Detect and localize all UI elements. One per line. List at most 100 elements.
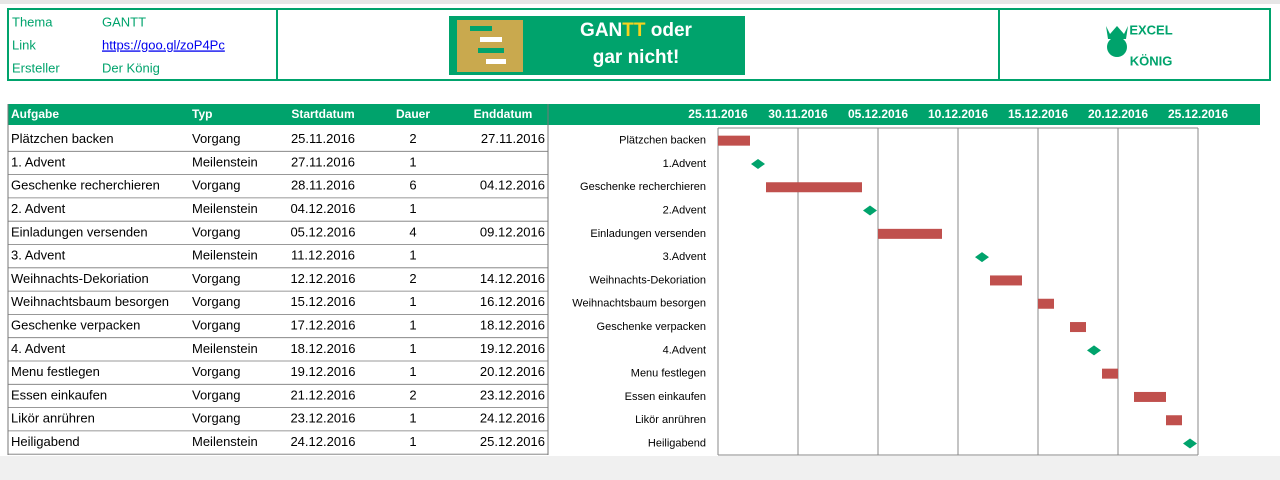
cell: 1 xyxy=(409,294,416,309)
sheet-bottom xyxy=(0,456,1280,480)
cell: 27.11.2016 xyxy=(291,154,355,169)
cell: 09.12.2016 xyxy=(480,224,545,239)
cell: Meilenstein xyxy=(192,201,258,216)
cell: 1 xyxy=(409,248,416,263)
cell: Meilenstein xyxy=(192,341,258,356)
cell: 12.12.2016 xyxy=(290,271,355,286)
cell: 19.12.2016 xyxy=(480,341,545,356)
cell: 2 xyxy=(409,271,416,286)
cell: Vorgang xyxy=(192,178,240,193)
banner-text: TT xyxy=(622,20,646,41)
cell: 27.11.2016 xyxy=(481,131,545,146)
cell: 14.12.2016 xyxy=(480,271,545,286)
cell: 20.12.2016 xyxy=(480,364,545,379)
category-label: Plätzchen backen xyxy=(619,135,706,147)
column-header: Startdatum xyxy=(291,107,354,121)
cell: Vorgang xyxy=(192,271,240,286)
category-label: 3.Advent xyxy=(663,251,706,263)
cell: Vorgang xyxy=(192,224,240,239)
cell: 16.12.2016 xyxy=(480,294,545,309)
header-box xyxy=(7,8,1271,81)
milestone xyxy=(1183,438,1197,449)
cell: 2. Advent xyxy=(11,201,66,216)
task-bar xyxy=(1134,391,1166,402)
cell: 19.12.2016 xyxy=(290,364,355,379)
cell: Meilenstein xyxy=(192,248,258,263)
category-label: Essen einkaufen xyxy=(625,391,706,403)
cell: Plätzchen backen xyxy=(11,131,114,146)
cell: 1 xyxy=(409,434,416,449)
cell: Vorgang xyxy=(192,317,240,332)
cell: 1 xyxy=(409,411,416,426)
cell: 4. Advent xyxy=(11,341,66,356)
category-label: Geschenke verpacken xyxy=(597,321,706,333)
cell: 23.12.2016 xyxy=(480,387,545,402)
task-bar xyxy=(1102,368,1118,379)
category-label: Menu festlegen xyxy=(631,368,706,380)
cell: 24.12.2016 xyxy=(480,411,545,426)
milestone xyxy=(1087,345,1101,356)
sheet-top xyxy=(0,0,1280,4)
icon-bar xyxy=(480,37,502,42)
cell: 2 xyxy=(409,387,416,402)
task-bar xyxy=(1070,322,1086,333)
info-label: Thema xyxy=(12,14,53,29)
x-tick-label: 25.12.2016 xyxy=(1168,107,1228,121)
cell: 18.12.2016 xyxy=(290,341,355,356)
cell: Menu festlegen xyxy=(11,364,100,379)
info-value[interactable]: https://goo.gl/zoP4Pc xyxy=(102,37,225,52)
cell: 1. Advent xyxy=(11,154,66,169)
info-value: GANTT xyxy=(102,14,146,29)
milestone xyxy=(751,158,765,169)
logo-text: EXCEL xyxy=(1129,22,1172,37)
category-label: Likör anrühren xyxy=(635,414,706,426)
info-label: Link xyxy=(12,37,36,52)
cell: Vorgang xyxy=(192,387,240,402)
x-tick-label: 30.11.2016 xyxy=(768,107,828,121)
cell: Weihnachtsbaum besorgen xyxy=(11,294,169,309)
category-label: Geschenke recherchieren xyxy=(580,181,706,193)
cell: Geschenke recherchieren xyxy=(11,178,160,193)
banner-text: GAN xyxy=(580,20,622,41)
column-header: Enddatum xyxy=(474,107,533,121)
category-label: 1.Advent xyxy=(663,158,706,170)
cell: 1 xyxy=(409,154,416,169)
cell: Heiligabend xyxy=(11,434,80,449)
cell: 11.12.2016 xyxy=(291,248,355,263)
cell: 25.11.2016 xyxy=(291,131,355,146)
cell: 05.12.2016 xyxy=(290,224,355,239)
cell: Essen einkaufen xyxy=(11,387,107,402)
cell: 28.11.2016 xyxy=(291,178,355,193)
icon-bar xyxy=(486,59,506,64)
cell: 4 xyxy=(409,224,416,239)
category-label: 4.Advent xyxy=(663,344,706,356)
x-tick-label: 25.11.2016 xyxy=(688,107,748,121)
cell: Weihnachts-Dekoriation xyxy=(11,271,149,286)
cell: 25.12.2016 xyxy=(480,434,545,449)
banner-title: GANTT oder xyxy=(580,20,693,41)
cell: 23.12.2016 xyxy=(290,411,355,426)
logo-text: KÖNIG xyxy=(1130,53,1173,68)
cell: Einladungen versenden xyxy=(11,224,148,239)
x-tick-label: 20.12.2016 xyxy=(1088,107,1148,121)
cell: 24.12.2016 xyxy=(290,434,355,449)
info-label: Ersteller xyxy=(12,60,60,75)
cell: 1 xyxy=(409,317,416,332)
column-header: Typ xyxy=(192,107,212,121)
cell: Likör anrühren xyxy=(11,411,95,426)
cell: 2 xyxy=(409,131,416,146)
cell: 04.12.2016 xyxy=(480,178,545,193)
milestone xyxy=(863,205,877,216)
x-tick-label: 10.12.2016 xyxy=(928,107,988,121)
column-header: Dauer xyxy=(396,107,430,121)
banner-text: gar nicht! xyxy=(593,47,680,68)
cell: 21.12.2016 xyxy=(290,387,355,402)
cell: Meilenstein xyxy=(192,434,258,449)
info-value: Der König xyxy=(102,60,160,75)
cell: Vorgang xyxy=(192,364,240,379)
task-bar xyxy=(1038,298,1054,309)
cell: 3. Advent xyxy=(11,248,66,263)
cell: Vorgang xyxy=(192,411,240,426)
